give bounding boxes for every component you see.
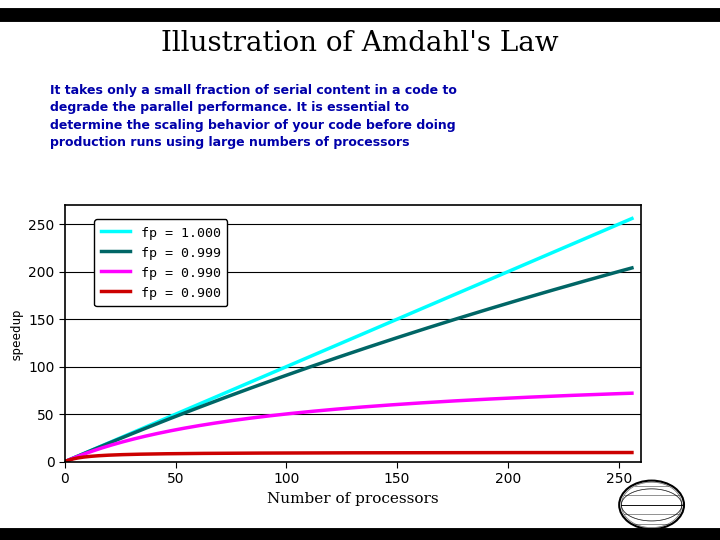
Y-axis label: speedup: speedup: [9, 307, 22, 360]
fp = 0.999: [202, 401, 210, 408]
fp = 0.999: [60, 457, 69, 464]
Line: fp = 1.000: fp = 1.000: [65, 219, 632, 461]
Legend: fp = 1.000, fp = 0.999, fp = 0.990, fp = 0.900: fp = 1.000, fp = 0.999, fp = 0.990, fp =…: [94, 219, 228, 306]
fp = 1.000: [60, 457, 69, 464]
fp = 0.900: [225, 450, 234, 456]
fp = 0.900: [628, 449, 636, 456]
fp = 0.999: [426, 324, 435, 330]
fp = 1.000: [530, 257, 539, 264]
fp = 0.990: [60, 457, 69, 464]
fp = 1.000: [268, 370, 276, 376]
fp = 0.900: [268, 450, 276, 456]
fp = 0.900: [60, 457, 69, 464]
Text: It takes only a small fraction of serial content in a code to
degrade the parall: It takes only a small fraction of serial…: [50, 84, 457, 149]
fp = 0.900: [426, 449, 435, 456]
fp = 0.990: [202, 421, 210, 428]
fp = 0.900: [202, 450, 210, 457]
Line: fp = 0.900: fp = 0.900: [65, 453, 632, 461]
fp = 1.000: [433, 299, 441, 305]
fp = 0.990: [628, 390, 636, 396]
fp = 0.990: [433, 399, 441, 405]
Line: fp = 0.990: fp = 0.990: [65, 393, 632, 461]
fp = 1.000: [202, 398, 210, 404]
X-axis label: Number of processors: Number of processors: [267, 492, 438, 505]
fp = 1.000: [225, 388, 234, 394]
fp = 1.000: [628, 215, 636, 222]
Text: Illustration of Amdahl's Law: Illustration of Amdahl's Law: [161, 30, 559, 57]
Line: fp = 0.999: fp = 0.999: [65, 268, 632, 461]
fp = 0.999: [628, 265, 636, 271]
fp = 0.999: [268, 377, 276, 383]
fp = 0.990: [530, 394, 539, 400]
fp = 0.900: [433, 449, 441, 456]
fp = 1.000: [426, 302, 435, 308]
fp = 0.990: [426, 399, 435, 406]
fp = 0.999: [530, 292, 539, 299]
fp = 0.990: [268, 413, 276, 419]
fp = 0.900: [530, 449, 539, 456]
fp = 0.990: [225, 417, 234, 424]
fp = 0.999: [225, 393, 234, 399]
fp = 0.999: [433, 322, 441, 328]
